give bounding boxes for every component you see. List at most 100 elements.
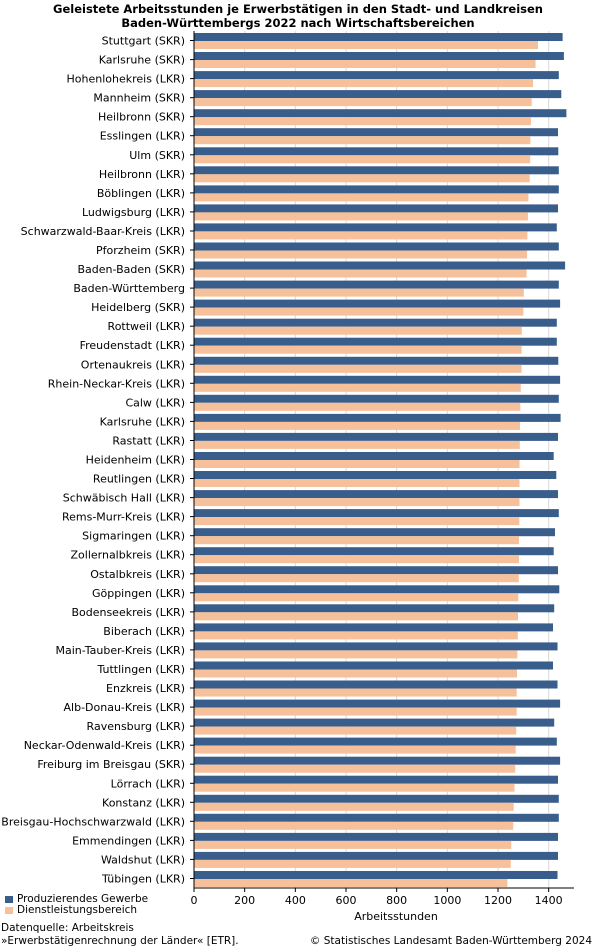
bar-dienstleistungsbereich [194,840,512,849]
category-label: Rastatt (LKR) [112,435,185,448]
x-tick-label: 1200 [484,894,512,907]
bar-dienstleistungsbereich [194,421,520,430]
bar-produzierendes-gewerbe [194,52,564,60]
x-axis-title: Arbeitsstunden [354,910,438,923]
bar-produzierendes-gewerbe [194,509,559,518]
bar-dienstleistungsbereich [194,231,528,240]
category-label: Alb-Donau-Kreis (LKR) [64,701,186,714]
category-label: Freudenstadt (LKR) [80,339,185,352]
bar-produzierendes-gewerbe [194,661,553,670]
category-label: Schwarzwald-Baar-Kreis (LKR) [21,225,185,238]
bar-dienstleistungsbereich [194,155,531,164]
bar-produzierendes-gewerbe [194,851,558,860]
category-label: Heilbronn (SKR) [98,111,185,124]
category-label: Neckar-Odenwald-Kreis (LKR) [24,739,185,752]
data-source: Datenquelle: Arbeitskreis »Erwerbstätige… [1,922,239,948]
legend-swatch-series1 [5,896,13,903]
category-label: Lörrach (LKR) [111,777,185,790]
bar-dienstleistungsbereich [194,460,520,468]
chart-title: Geleistete Arbeitsstunden je Erwerbstäti… [0,2,596,30]
bar-produzierendes-gewerbe [194,699,561,708]
bar-dienstleistungsbereich [194,764,516,773]
bar-dienstleistungsbereich [194,593,519,602]
legend-label-series2: Dienstleistungsbereich [17,904,138,916]
category-label: Esslingen (LKR) [100,130,185,143]
bar-produzierendes-gewerbe [194,413,561,422]
bar-dienstleistungsbereich [194,802,514,811]
category-label: Enzkreis (LKR) [106,682,185,695]
bar-dienstleistungsbereich [194,498,520,507]
bar-produzierendes-gewerbe [194,299,561,308]
category-label: Böblingen (LKR) [97,187,185,200]
bar-produzierendes-gewerbe [194,261,566,270]
bar-produzierendes-gewerbe [194,90,562,99]
bar-produzierendes-gewerbe [194,718,555,727]
legend-label-series1: Produzierendes Gewerbe [17,893,149,905]
bar-produzierendes-gewerbe [194,528,555,537]
category-labels: Stuttgart (SKR) Karlsruhe (SKR) Hohenlohek… [1,35,185,886]
chart-title-line1: Geleistete Arbeitsstunden je Erwerbstäti… [53,2,543,16]
category-label: Stuttgart (SKR) [102,35,185,48]
bar-dienstleistungsbereich [194,745,516,754]
bar-dienstleistungsbereich [194,364,522,373]
category-label: Biberach (LKR) [103,625,185,638]
bar-produzierendes-gewerbe [194,71,559,80]
bar-dienstleistungsbereich [194,326,522,335]
bar-dienstleistungsbereich [194,879,508,887]
bar-produzierendes-gewerbe [194,813,559,822]
bar-dienstleistungsbereich [194,288,524,297]
bar-dienstleistungsbereich [194,79,533,88]
category-label: Ulm (SKR) [129,149,185,162]
bar-dienstleistungsbereich [194,479,520,487]
category-label: Mannheim (SKR) [93,92,185,105]
bar-produzierendes-gewerbe [194,109,567,118]
bar-produzierendes-gewerbe [194,128,558,137]
category-label: Emmendingen (LKR) [72,834,185,847]
bar-dienstleistungsbereich [194,631,518,640]
bar-produzierendes-gewerbe [194,375,561,384]
category-label: Main-Tauber-Kreis (LKR) [56,644,185,657]
bar-dienstleistungsbereich [194,707,517,716]
category-label: Schwäbisch Hall (LKR) [63,492,185,505]
bar-produzierendes-gewerbe [194,832,558,841]
bar-produzierendes-gewerbe [194,33,563,41]
legend-item-dienstleistungsbereich: Dienstleistungsbereich [5,905,148,916]
category-label: Zollernalbkreis (LKR) [71,549,186,562]
bar-dienstleistungsbereich [194,345,522,354]
data-source-line2: »Erwerbstätigenrechnung der Länder« [ETR… [1,935,239,947]
bar-produzierendes-gewerbe [194,242,559,251]
category-label: Ostalbkreis (LKR) [90,568,185,581]
bar-dienstleistungsbereich [194,193,529,202]
bar-dienstleistungsbereich [194,41,538,49]
category-label: Calw (LKR) [125,396,185,409]
bar-produzierendes-gewerbe [194,775,558,784]
category-label: Reutlingen (LKR) [93,473,185,486]
bar-produzierendes-gewerbe [194,794,559,803]
bar-dienstleistungsbereich [194,136,531,145]
x-tick-label: 400 [285,894,306,907]
category-label: Bodenseekreis (LKR) [71,606,185,619]
bar-dienstleistungsbereich [194,517,520,526]
x-tick-label: 800 [386,894,407,907]
bar-produzierendes-gewerbe [194,318,557,327]
bar-dienstleistungsbereich [194,212,528,221]
bar-dienstleistungsbereich [194,117,531,126]
category-label: Baden-Baden (SKR) [77,263,185,276]
bar-produzierendes-gewerbe [194,432,558,441]
category-label: Ravensburg (LKR) [87,720,185,733]
bar-dienstleistungsbereich [194,726,517,735]
category-label: Breisgau-Hochschwarzwald (LKR) [1,815,185,828]
x-tick-label: 1400 [535,894,563,907]
bar-dienstleistungsbereich [194,98,532,107]
category-label: Rems-Murr-Kreis (LKR) [62,511,185,524]
category-label: Rottweil (LKR) [108,320,185,333]
category-label: Karlsruhe (LKR) [100,415,185,428]
bar-produzierendes-gewerbe [194,280,559,289]
bar-produzierendes-gewerbe [194,147,559,156]
bar-produzierendes-gewerbe [194,737,557,746]
bar-dienstleistungsbereich [194,60,536,68]
bar-dienstleistungsbereich [194,574,519,583]
category-label: Ludwigsburg (LKR) [82,206,185,219]
bar-dienstleistungsbereich [194,859,511,868]
